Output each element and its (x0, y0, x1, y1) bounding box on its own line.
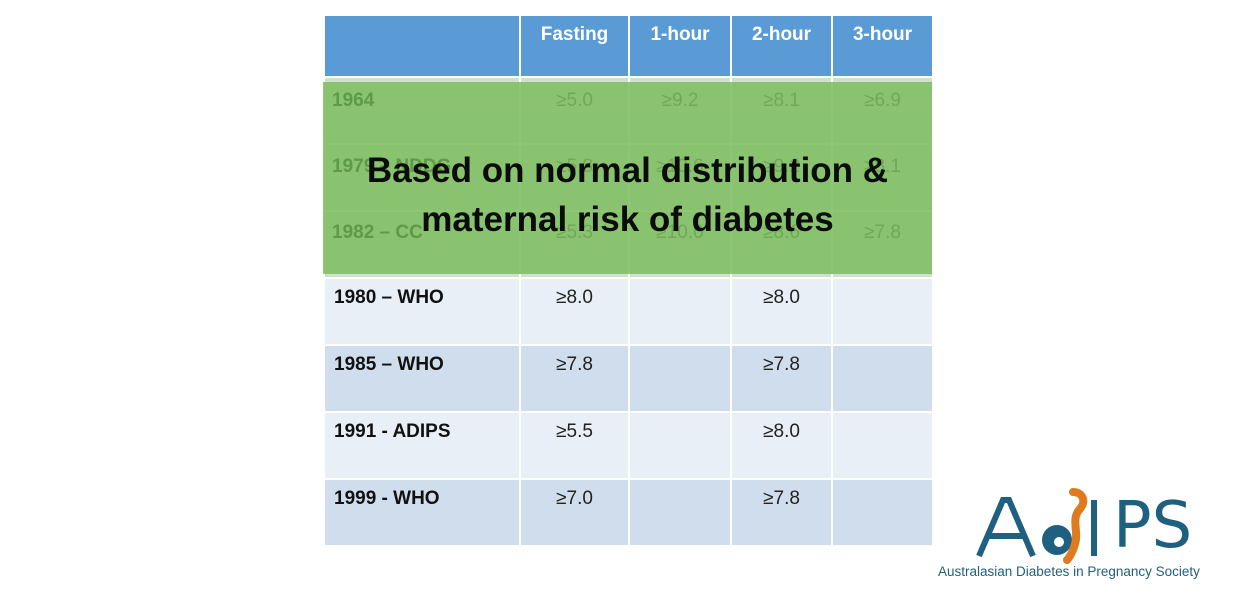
cell-3-hour: ≥8.1 (864, 156, 901, 177)
cell-2-hour: ≥7.8 (730, 478, 833, 547)
header-fasting: Fasting (519, 14, 630, 78)
adips-logo: PS Australasian Diabetes in Pregnancy So… (935, 488, 1245, 588)
cell-3-hour: ≥6.9 (864, 90, 901, 111)
table-row: 1991 - ADIPS ≥5.5 ≥8.0 (323, 411, 934, 480)
obscured-row-1964: 1964 ≥5.0 ≥9.2 ≥8.1 ≥6.9 (323, 82, 932, 146)
cell-2-hour: ≥8.6 (763, 222, 800, 243)
row-label: 1964 (332, 90, 375, 111)
cell-3-hour (831, 478, 934, 547)
table-row: 1999 - WHO ≥7.0 ≥7.8 (323, 478, 934, 547)
row-label: 1991 - ADIPS (323, 411, 521, 480)
overlay-caption: Based on normal distribution & maternal … (323, 146, 932, 244)
cell-fasting: ≥7.0 (519, 478, 630, 547)
header-3-hour: 3-hour (831, 14, 934, 78)
row-label: 1999 - WHO (323, 478, 521, 547)
obscured-rows: 1964 ≥5.0 ≥9.2 ≥8.1 ≥6.9 1979 – NDDG ≥5.… (323, 82, 932, 274)
cell-fasting: ≥5.3 (556, 222, 593, 243)
green-overlay (323, 82, 932, 274)
table-row: 1985 – WHO ≥7.8 ≥7.8 (323, 344, 934, 413)
cell-fasting: ≥8.0 (519, 277, 630, 346)
overlay-line-2: maternal risk of diabetes (421, 200, 834, 239)
header-blank (323, 14, 521, 78)
cell-3-hour (831, 411, 934, 480)
cell-3-hour: ≥7.8 (864, 222, 901, 243)
cell-1-hour (628, 277, 732, 346)
cell-2-hour: ≥8.1 (763, 90, 800, 111)
cell-fasting: ≥5.8 (556, 156, 593, 177)
logo-letters: PS (1113, 489, 1193, 563)
obscured-row-1979: 1979 – NDDG ≥5.8 ≥10.6 ≥9.2 ≥8.1 (323, 148, 932, 212)
cell-2-hour: ≥7.8 (730, 344, 833, 413)
header-1-hour: 1-hour (628, 14, 732, 78)
cell-3-hour (831, 344, 934, 413)
adips-logo-mark-icon (976, 488, 1097, 564)
cell-1-hour (628, 478, 732, 547)
cell-3-hour (831, 277, 934, 346)
logo-subtitle: Australasian Diabetes in Pregnancy Socie… (938, 564, 1200, 579)
header-row: Fasting 1-hour 2-hour 3-hour (323, 14, 934, 78)
cell-fasting: ≥7.8 (519, 344, 630, 413)
cell-1-hour: ≥10.0 (656, 222, 704, 243)
cell-fasting: ≥5.5 (519, 411, 630, 480)
cell-1-hour: ≥10.6 (656, 156, 704, 177)
row-label: 1982 – CC (332, 222, 423, 243)
cell-1-hour (628, 411, 732, 480)
row-label: 1980 – WHO (323, 277, 521, 346)
row-label: 1985 – WHO (323, 344, 521, 413)
table-row: 1980 – WHO ≥8.0 ≥8.0 (323, 277, 934, 346)
overlay-line-1: Based on normal distribution & (366, 151, 889, 190)
cell-2-hour: ≥8.0 (730, 411, 833, 480)
cell-1-hour (628, 344, 732, 413)
cell-1-hour: ≥9.2 (661, 90, 699, 111)
cell-2-hour: ≥8.0 (730, 277, 833, 346)
row-label: 1979 – NDDG (332, 156, 452, 177)
header-2-hour: 2-hour (730, 14, 833, 78)
obscured-row-1982: 1982 – CC ≥5.3 ≥10.0 ≥8.6 ≥7.8 (323, 214, 932, 278)
cell-fasting: ≥5.0 (556, 90, 593, 111)
cell-2-hour: ≥9.2 (763, 156, 800, 177)
